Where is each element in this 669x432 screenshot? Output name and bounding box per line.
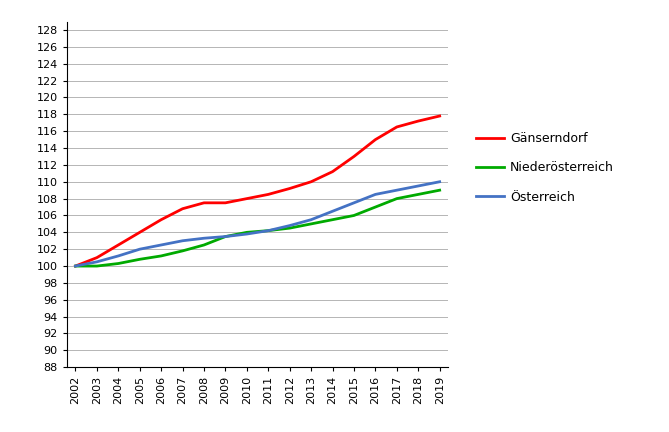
Legend: Gänserndorf, Niederösterreich, Österreich: Gänserndorf, Niederösterreich, Österreic… <box>471 127 619 209</box>
